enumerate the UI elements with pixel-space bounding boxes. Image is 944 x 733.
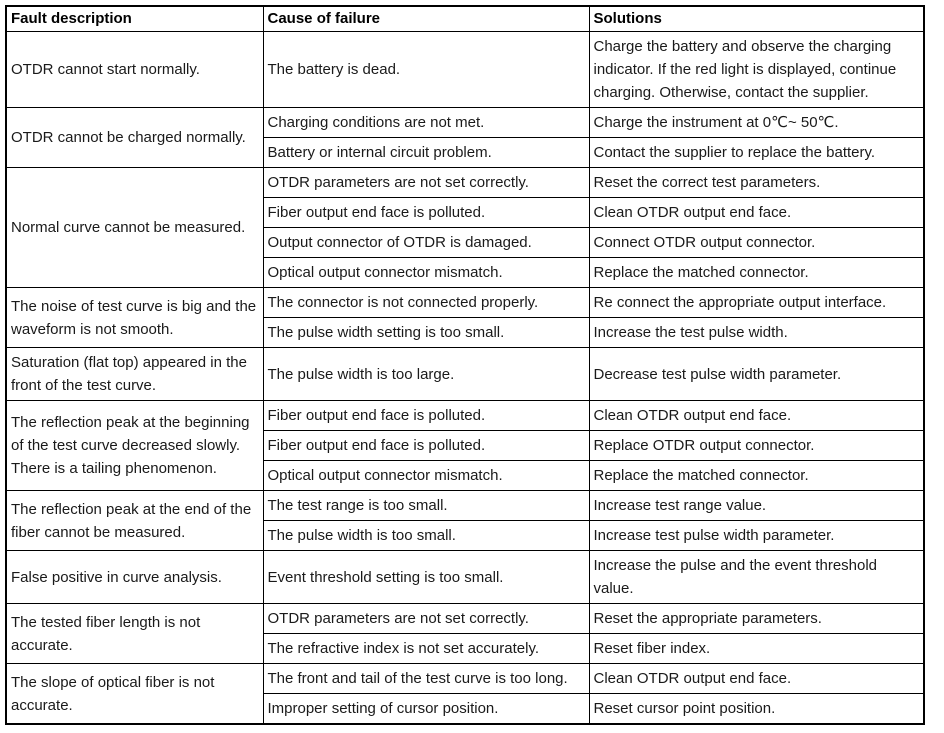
header-row: Fault description Cause of failure Solutio… (5, 5, 925, 32)
solution-cell: Clean OTDR output end face. (588, 197, 925, 228)
fault-description-cell: The reflection peak at the beginning of … (5, 400, 264, 491)
table-row: Improper setting of cursor position. Rese… (6, 693, 925, 725)
table-row: Saturation (flat top) appeared in the fr… (5, 347, 925, 401)
solution-cell: Clean OTDR output end face. (588, 400, 925, 431)
cause-cell: OTDR parameters are not set correctly. (262, 603, 590, 634)
column-header: Solutions (588, 5, 925, 32)
cause-cell: The refractive index is not set accurate… (262, 633, 590, 664)
solution-cell: Connect OTDR output connector. (588, 227, 925, 258)
solution-cell: Replace OTDR output connector. (588, 430, 925, 461)
cause-cell: The test range is too small. (262, 490, 590, 521)
solution-cell: Charge the instrument at 0℃~ 50℃. (588, 107, 925, 138)
cause-cell: Optical output connector mismatch. (262, 257, 590, 288)
table-row: Output connector of OTDR is damaged. Conn… (6, 227, 925, 258)
fault-description-cell: OTDR cannot be charged normally. (5, 107, 264, 168)
solution-cell: Contact the supplier to replace the batt… (588, 137, 925, 168)
solution-cell: Reset the correct test parameters. (588, 167, 925, 198)
cause-cell: Battery or internal circuit problem. (262, 137, 590, 168)
cause-cell: The front and tail of the test curve is … (262, 663, 590, 694)
cause-cell: The battery is dead. (262, 31, 590, 108)
solution-cell: Reset the appropriate parameters. (588, 603, 925, 634)
fault-description-cell: The tested fiber length is not accurate. (5, 603, 264, 664)
solution-cell: Increase test range value. (588, 490, 925, 521)
table-row: OTDR cannot start normally. The battery i… (5, 31, 925, 108)
cause-cell: Improper setting of cursor position. (262, 693, 590, 725)
table-row: False positive in curve analysis. Event t… (5, 550, 925, 604)
table-row: The noise of test curve is big and the w… (5, 287, 925, 348)
table-row: The reflection peak at the beginning of … (5, 400, 925, 491)
cause-cell: The pulse width is too large. (262, 347, 590, 401)
cause-cell: Fiber output end face is polluted. (262, 430, 590, 461)
cause-cell: Output connector of OTDR is damaged. (262, 227, 590, 258)
table-row: The refractive index is not set accurate… (6, 633, 925, 664)
cause-cell: Charging conditions are not met. (262, 107, 590, 138)
cause-cell: The pulse width is too small. (262, 520, 590, 551)
cause-cell: Fiber output end face is polluted. (262, 197, 590, 228)
table-row: Normal curve cannot be measured. OTDR par… (5, 167, 925, 288)
table-row: The pulse width is too small. Increase te… (6, 520, 925, 551)
solution-cell: Clean OTDR output end face. (588, 663, 925, 694)
table-body: OTDR cannot start normally. The battery i… (5, 31, 925, 725)
table-row: Battery or internal circuit problem. Cont… (6, 137, 925, 168)
solution-cell: Increase the pulse and the event thresho… (588, 550, 925, 604)
table-row: Fiber output end face is polluted. Clean … (6, 197, 925, 228)
fault-description-cell: The noise of test curve is big and the w… (5, 287, 264, 348)
cause-cell: The connector is not connected properly. (262, 287, 590, 318)
fault-description-cell: The slope of optical fiber is not accura… (5, 663, 264, 725)
cause-cell: Fiber output end face is polluted. (262, 400, 590, 431)
solution-cell: Reset fiber index. (588, 633, 925, 664)
table-row: The reflection peak at the end of the fi… (5, 490, 925, 551)
table-row: The slope of optical fiber is not accura… (5, 663, 925, 725)
table-row: Fiber output end face is polluted. Replac… (6, 430, 925, 461)
solution-cell: Re connect the appropriate output interf… (588, 287, 925, 318)
column-header: Fault description (5, 5, 264, 32)
fault-description-cell: Saturation (flat top) appeared in the fr… (5, 347, 264, 401)
fault-description-cell: OTDR cannot start normally. (5, 31, 264, 108)
table-row: OTDR cannot be charged normally. Charging… (5, 107, 925, 168)
column-header: Cause of failure (262, 5, 590, 32)
solution-cell: Charge the battery and observe the charg… (588, 31, 925, 108)
solution-cell: Reset cursor point position. (588, 693, 925, 725)
table-row: The pulse width setting is too small. Inc… (6, 317, 925, 348)
cause-cell: Event threshold setting is too small. (262, 550, 590, 604)
troubleshooting-table: Fault description Cause of failure Solutio… (5, 5, 925, 725)
table-row: The tested fiber length is not accurate.… (5, 603, 925, 664)
fault-description-cell: Normal curve cannot be measured. (5, 167, 264, 288)
cause-cell: The pulse width setting is too small. (262, 317, 590, 348)
fault-description-cell: The reflection peak at the end of the fi… (5, 490, 264, 551)
cause-cell: Optical output connector mismatch. (262, 460, 590, 491)
solution-cell: Increase the test pulse width. (588, 317, 925, 348)
cause-cell: OTDR parameters are not set correctly. (262, 167, 590, 198)
fault-description-cell: False positive in curve analysis. (5, 550, 264, 604)
table-header: Fault description Cause of failure Solutio… (5, 5, 925, 32)
table-row: Optical output connector mismatch. Replac… (6, 460, 925, 491)
table-row: Optical output connector mismatch. Replac… (6, 257, 925, 288)
solution-cell: Increase test pulse width parameter. (588, 520, 925, 551)
solution-cell: Replace the matched connector. (588, 460, 925, 491)
solution-cell: Replace the matched connector. (588, 257, 925, 288)
solution-cell: Decrease test pulse width parameter. (588, 347, 925, 401)
